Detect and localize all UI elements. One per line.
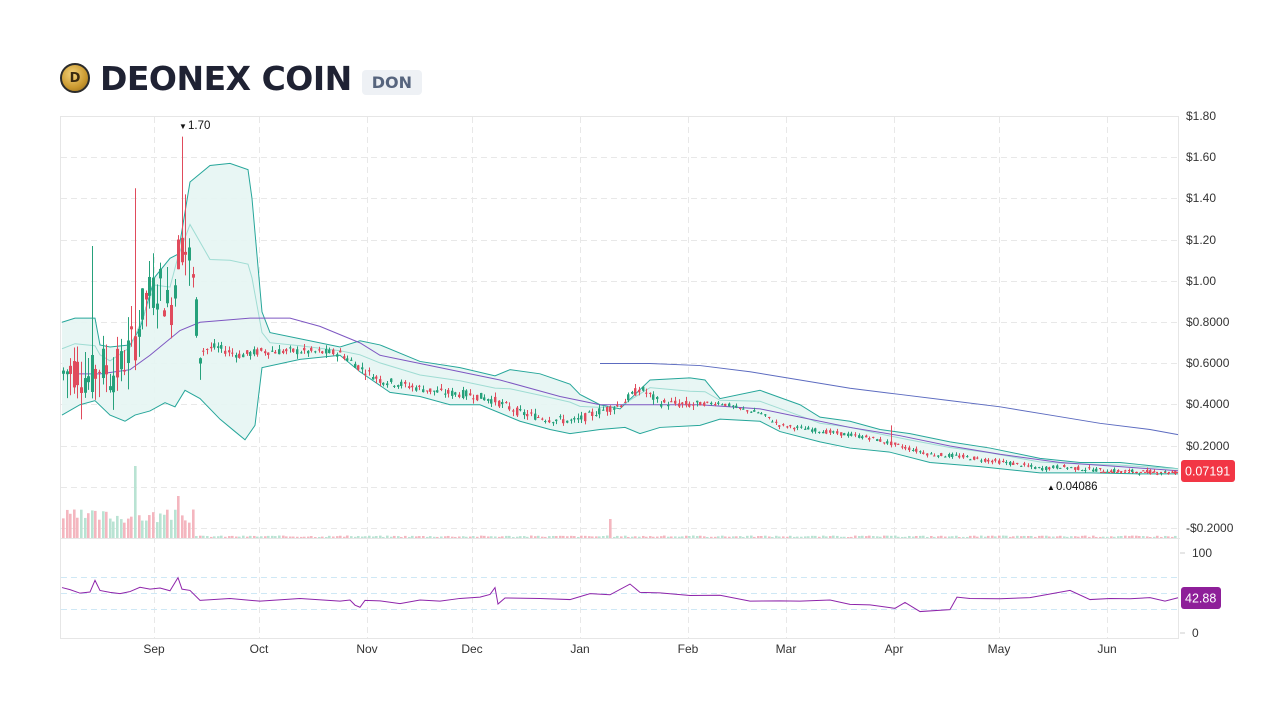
- price-label: $1.60: [1186, 150, 1216, 164]
- price-axis: $1.80 $1.60 $1.40 $1.20 $1.00 $0.8000 $0…: [1186, 109, 1234, 535]
- chart-grid: [61, 117, 1178, 638]
- bollinger-bands: [61, 162, 1179, 475]
- price-label: $0.2000: [1186, 439, 1230, 453]
- ticker-badge: DON: [361, 69, 423, 95]
- time-label: Jan: [570, 642, 589, 656]
- deonex-coin-logo-icon: D: [60, 63, 90, 93]
- price-label: $0.6000: [1186, 356, 1230, 370]
- time-label: May: [988, 642, 1011, 656]
- svg-text:1.70: 1.70: [188, 120, 210, 132]
- price-label: $1.20: [1186, 233, 1216, 247]
- time-label: Feb: [678, 642, 699, 656]
- time-label: Oct: [250, 642, 269, 656]
- high-annotation: ▼ 1.70: [179, 120, 210, 132]
- time-label: Dec: [461, 642, 482, 656]
- moving-averages: [75, 317, 1179, 472]
- page-header: D DEONEX COIN DON: [60, 58, 423, 98]
- chart-frame: [60, 116, 1179, 639]
- rsi-value-tag: 42.88: [1181, 587, 1221, 609]
- price-label: $0.8000: [1186, 315, 1230, 329]
- rsi-axis: 100 0: [1180, 546, 1212, 640]
- page-title: DEONEX COIN: [100, 58, 352, 98]
- price-label: $0.4000: [1186, 397, 1230, 411]
- price-label: -$0.2000: [1186, 521, 1234, 535]
- low-annotation: ▲ 0.04086: [1047, 481, 1098, 493]
- volume-bars: [62, 466, 1177, 538]
- time-axis: Sep Oct Nov Dec Jan Feb Mar Apr May Jun: [143, 642, 1116, 656]
- svg-text:▲: ▲: [1047, 483, 1055, 492]
- current-price-tag: 0.07191: [1181, 460, 1235, 482]
- svg-text:42.88: 42.88: [1185, 592, 1216, 606]
- rsi-label: 100: [1192, 546, 1212, 560]
- rsi-panel: [61, 576, 1179, 613]
- time-label: Mar: [776, 642, 797, 656]
- price-label: $1.00: [1186, 274, 1216, 288]
- svg-text:▼: ▼: [179, 122, 187, 131]
- price-label: $1.40: [1186, 191, 1216, 205]
- svg-text:0.04086: 0.04086: [1056, 481, 1098, 493]
- candlesticks: [62, 136, 1178, 476]
- price-label: $1.80: [1186, 109, 1216, 123]
- time-label: Jun: [1097, 642, 1116, 656]
- rsi-label: 0: [1192, 626, 1199, 640]
- time-label: Nov: [356, 642, 377, 656]
- time-label: Sep: [143, 642, 165, 656]
- svg-text:0.07191: 0.07191: [1185, 465, 1230, 479]
- time-label: Apr: [885, 642, 904, 656]
